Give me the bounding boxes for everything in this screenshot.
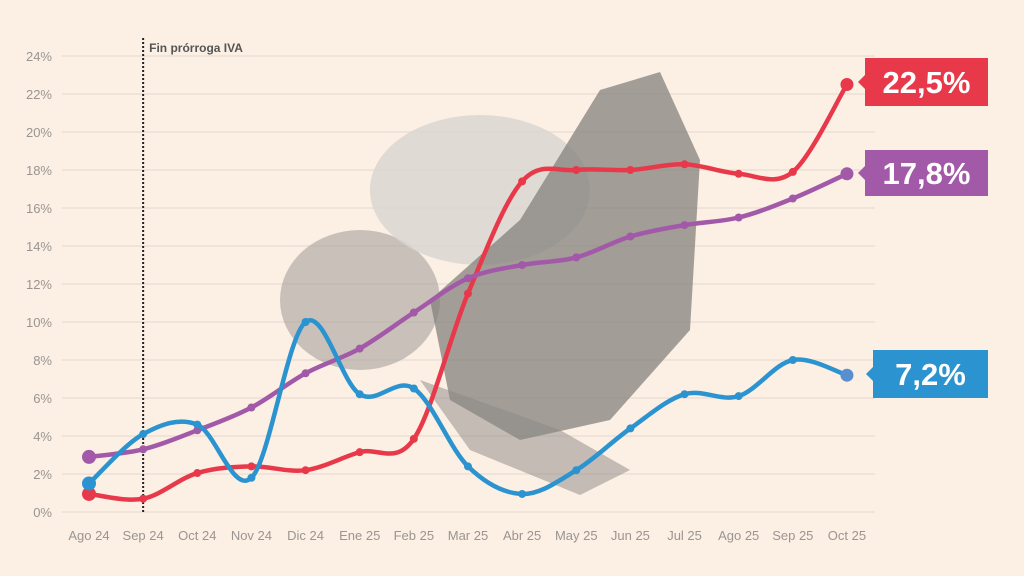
- data-point: [82, 449, 96, 464]
- end-label-pointer: [858, 75, 865, 89]
- y-tick-label: 12%: [26, 277, 52, 292]
- end-labels: 22,5% 17,8% 7,2%: [858, 58, 988, 398]
- x-tick-label: Sep 25: [772, 528, 813, 543]
- x-tick-label: May 25: [555, 528, 598, 543]
- data-point: [680, 160, 689, 169]
- data-point: [139, 494, 148, 503]
- y-tick-label: 20%: [26, 125, 52, 140]
- data-point: [355, 390, 364, 399]
- data-point: [626, 232, 635, 241]
- y-tick-label: 16%: [26, 201, 52, 216]
- x-tick-label: Sep 24: [123, 528, 164, 543]
- data-point: [463, 274, 472, 283]
- data-point: [518, 489, 527, 498]
- y-tick-label: 14%: [26, 239, 52, 254]
- y-tick-label: 0%: [33, 505, 52, 520]
- data-point: [193, 420, 202, 429]
- x-axis: Ago 24 Sep 24 Oct 24 Nov 24 Dic 24 Ene 25 Feb …: [68, 528, 866, 543]
- x-tick-label: Jun 25: [611, 528, 650, 543]
- data-point: [247, 403, 256, 412]
- data-point: [572, 253, 581, 262]
- end-label-box: [865, 150, 988, 196]
- y-tick-label: 24%: [26, 49, 52, 64]
- data-point: [301, 466, 310, 475]
- data-point: [247, 473, 256, 482]
- y-tick-label: 10%: [26, 315, 52, 330]
- end-label-box: [873, 350, 988, 398]
- x-tick-label: Abr 25: [503, 528, 541, 543]
- x-tick-label: Feb 25: [394, 528, 434, 543]
- end-label-box: [865, 58, 988, 106]
- data-point: [734, 392, 743, 401]
- annotation: Fin prórroga IVA: [142, 38, 243, 512]
- data-point: [788, 167, 797, 176]
- data-point: [139, 430, 148, 439]
- data-point: [518, 177, 527, 186]
- y-tick-label: 22%: [26, 87, 52, 102]
- data-point: [840, 167, 854, 181]
- y-tick-label: 4%: [33, 429, 52, 444]
- y-tick-label: 18%: [26, 163, 52, 178]
- x-tick-label: Dic 24: [287, 528, 324, 543]
- end-label-text: 22,5%: [883, 65, 971, 100]
- x-tick-label: Ago 24: [68, 528, 109, 543]
- data-point: [301, 369, 310, 378]
- end-label-text: 17,8%: [883, 156, 971, 191]
- data-point: [409, 308, 418, 317]
- data-point: [463, 462, 472, 471]
- data-point: [82, 486, 96, 501]
- y-axis: 0% 2% 4% 6% 8% 10% 12% 14% 16% 18% 20% 22% 24%: [26, 49, 52, 520]
- data-point: [355, 448, 364, 457]
- end-label-pointer: [858, 166, 865, 180]
- data-point: [355, 344, 364, 353]
- y-tick-label: 8%: [33, 353, 52, 368]
- data-point: [409, 384, 418, 393]
- x-tick-label: Nov 24: [231, 528, 272, 543]
- data-point: [788, 194, 797, 203]
- data-point: [840, 78, 854, 91]
- data-point: [409, 434, 418, 443]
- food-photo-illustration: [280, 72, 700, 495]
- series-line: [86, 318, 850, 497]
- series-lines: [82, 78, 854, 503]
- data-point: [840, 368, 854, 382]
- data-point: [139, 445, 148, 454]
- data-point: [301, 318, 310, 326]
- data-point: [193, 469, 202, 478]
- x-tick-label: Oct 24: [178, 528, 216, 543]
- x-tick-label: Mar 25: [448, 528, 488, 543]
- data-point: [572, 466, 581, 475]
- data-point: [626, 166, 635, 174]
- data-point: [572, 166, 581, 174]
- annotation-text: Fin prórroga IVA: [149, 41, 243, 55]
- data-point: [518, 261, 527, 269]
- data-point: [626, 424, 635, 433]
- y-tick-label: 2%: [33, 467, 52, 482]
- data-point: [680, 221, 689, 230]
- data-point: [788, 356, 797, 364]
- end-label-text: 7,2%: [895, 357, 966, 392]
- data-point: [734, 169, 743, 178]
- x-tick-label: Oct 25: [828, 528, 866, 543]
- data-point: [82, 476, 96, 491]
- y-tick-label: 6%: [33, 391, 52, 406]
- x-tick-label: Ene 25: [339, 528, 380, 543]
- x-tick-label: Jul 25: [667, 528, 702, 543]
- data-point: [680, 390, 689, 399]
- data-point: [463, 289, 472, 298]
- data-point: [734, 213, 743, 222]
- x-tick-label: Ago 25: [718, 528, 759, 543]
- data-point: [247, 462, 256, 471]
- end-label-pointer: [866, 367, 873, 381]
